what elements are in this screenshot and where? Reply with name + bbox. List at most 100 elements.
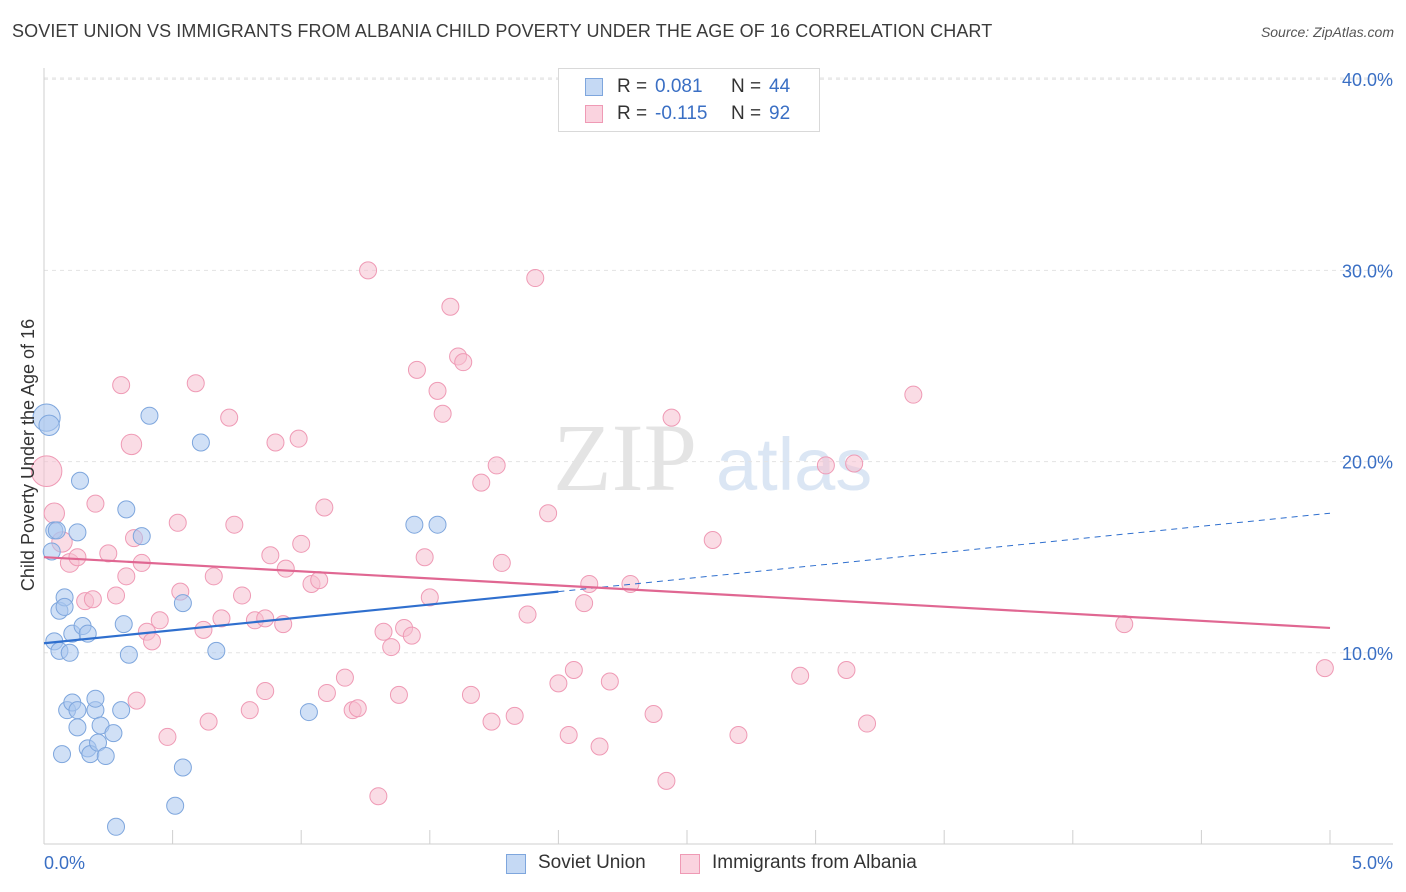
albania-point bbox=[143, 632, 162, 651]
albania-point bbox=[644, 704, 663, 723]
soviet-point bbox=[132, 527, 151, 546]
soviet-point bbox=[60, 643, 79, 662]
albania-point bbox=[703, 530, 722, 549]
albania-point bbox=[310, 571, 329, 590]
soviet-trend-line bbox=[43, 590, 559, 645]
albania-point bbox=[348, 699, 367, 718]
soviet-point bbox=[89, 733, 108, 752]
r-label: R = bbox=[617, 103, 648, 124]
albania-point bbox=[317, 683, 336, 702]
trend-lines bbox=[43, 512, 1331, 645]
albania-point bbox=[454, 353, 473, 372]
albania-point bbox=[420, 588, 439, 607]
albania-point bbox=[487, 456, 506, 475]
albania-point bbox=[194, 620, 213, 639]
albania-point bbox=[30, 455, 63, 487]
n-value: 44 bbox=[769, 76, 791, 97]
n-label: N = bbox=[731, 103, 762, 124]
soviet-point bbox=[38, 414, 60, 436]
soviet-point bbox=[47, 521, 66, 540]
albania-point bbox=[225, 515, 244, 534]
soviet-point bbox=[405, 515, 424, 534]
albania-point bbox=[816, 456, 835, 475]
soviet-swatch bbox=[585, 78, 603, 96]
albania-trend-line bbox=[43, 556, 1331, 630]
albania-point bbox=[845, 454, 864, 473]
n-label: N = bbox=[731, 76, 762, 97]
albania-point bbox=[492, 553, 511, 572]
albania-point bbox=[204, 567, 223, 586]
soviet-point bbox=[68, 523, 87, 542]
soviet-point bbox=[112, 701, 131, 720]
albania-point bbox=[83, 590, 102, 609]
albania-point bbox=[292, 534, 311, 553]
soviet-point bbox=[68, 718, 87, 737]
albania-point bbox=[335, 668, 354, 687]
albania-point bbox=[791, 666, 810, 685]
albania-point bbox=[433, 404, 452, 423]
albania-point bbox=[539, 504, 558, 523]
albania-point bbox=[158, 727, 177, 746]
soviet-trend-extension bbox=[558, 512, 1331, 593]
soviet-point bbox=[96, 747, 115, 766]
soviet-point bbox=[42, 542, 61, 561]
albania-point bbox=[256, 682, 275, 701]
soviet-point bbox=[53, 745, 72, 764]
soviet-point bbox=[68, 701, 87, 720]
albania-point bbox=[107, 586, 126, 605]
soviet-point bbox=[173, 594, 192, 613]
albania-point bbox=[559, 726, 578, 745]
albania-point bbox=[127, 691, 146, 710]
albania-swatch bbox=[585, 105, 603, 123]
albania-point bbox=[112, 376, 131, 395]
albania-point bbox=[415, 548, 434, 567]
albania-point bbox=[374, 622, 393, 641]
albania-point bbox=[526, 269, 545, 288]
albania-point bbox=[505, 706, 524, 725]
chart-source: Source: ZipAtlas.com bbox=[1260, 24, 1394, 40]
albania-point bbox=[199, 712, 218, 731]
x-tick-label-min: 0.0% bbox=[44, 853, 85, 873]
albania-point bbox=[276, 559, 295, 578]
r-value: -0.115 bbox=[655, 103, 708, 124]
grid-lines bbox=[44, 77, 1393, 654]
albania-point bbox=[220, 408, 239, 427]
soviet-point bbox=[119, 645, 138, 664]
albania-point bbox=[261, 546, 280, 565]
albania-point bbox=[600, 672, 619, 691]
x-tick-label-max: 5.0% bbox=[1352, 853, 1393, 873]
albania-point bbox=[99, 544, 118, 563]
albania-point bbox=[382, 638, 401, 657]
albania-point bbox=[549, 674, 568, 693]
albania-swatch bbox=[680, 854, 700, 874]
albania-point bbox=[117, 567, 136, 586]
soviet-point bbox=[86, 689, 105, 708]
albania-point bbox=[186, 374, 205, 393]
y-tick-label: 20.0% bbox=[1342, 453, 1393, 473]
n-value: 92 bbox=[769, 103, 791, 124]
soviet-point bbox=[114, 615, 133, 634]
y-tick-label: 30.0% bbox=[1342, 261, 1393, 281]
soviet-point bbox=[140, 406, 159, 425]
albania-points bbox=[30, 261, 1334, 806]
soviet-point bbox=[191, 433, 210, 452]
albania-point bbox=[389, 685, 408, 704]
albania-point bbox=[289, 429, 308, 448]
soviet-points bbox=[32, 403, 447, 836]
albania-point bbox=[43, 502, 65, 524]
y-axis-label: Child Poverty Under the Age of 16 bbox=[18, 319, 38, 591]
albania-point bbox=[441, 297, 460, 316]
albania-point bbox=[168, 513, 187, 532]
soviet-point bbox=[71, 471, 90, 490]
albania-point bbox=[359, 261, 378, 280]
albania-point bbox=[266, 433, 285, 452]
albania-point bbox=[580, 574, 599, 593]
albania-point bbox=[256, 609, 275, 628]
albania-point bbox=[407, 360, 426, 379]
albania-point bbox=[729, 726, 748, 745]
albania-point bbox=[564, 661, 583, 680]
soviet-point bbox=[207, 641, 226, 660]
albania-point bbox=[68, 548, 87, 567]
soviet-point bbox=[104, 724, 123, 743]
